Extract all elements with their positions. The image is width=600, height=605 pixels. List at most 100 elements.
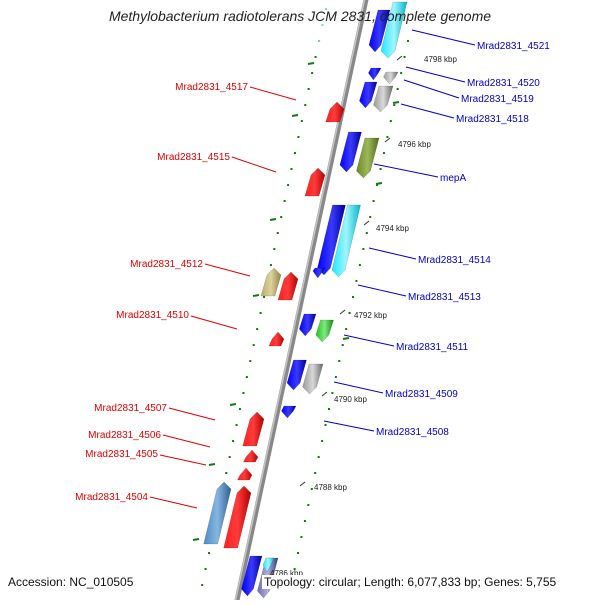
gene-label[interactable]: Mrad2831_4505 <box>85 449 158 460</box>
gene-arrow <box>359 81 378 109</box>
track-dot <box>318 40 321 42</box>
gene-label[interactable]: Mrad2831_4506 <box>88 430 161 441</box>
track-dot <box>201 584 204 586</box>
gene-arrow <box>325 101 345 123</box>
track-dot <box>290 168 293 170</box>
track-dot <box>256 328 259 330</box>
left-gene-labels: Mrad2831_4517 Mrad2831_4515 Mrad2831_451… <box>75 82 248 503</box>
leader-line <box>190 315 238 330</box>
gene-label[interactable]: mepA <box>440 173 466 184</box>
leader-line <box>162 434 211 448</box>
track-dot <box>325 8 327 10</box>
gene-label[interactable]: Mrad2831_4518 <box>456 114 529 125</box>
track-dot <box>259 312 262 314</box>
gene-label[interactable]: Mrad2831_4504 <box>75 492 148 503</box>
track-dot <box>407 40 409 42</box>
gene-label[interactable]: Mrad2831_4513 <box>408 292 481 303</box>
tick-label: 4790 kbp <box>334 395 367 404</box>
gene-label[interactable]: Mrad2831_4508 <box>376 427 449 438</box>
gene-label[interactable]: Mrad2831_4510 <box>116 310 189 321</box>
track-dot <box>355 280 358 282</box>
track-dot <box>225 472 228 474</box>
leader-line <box>403 79 460 99</box>
gene-arrow <box>281 405 297 419</box>
leader-line <box>149 496 198 509</box>
track-dot <box>324 424 327 426</box>
gene-label[interactable]: Mrad2831_4507 <box>94 403 167 414</box>
track-dot <box>386 136 389 138</box>
track-dash <box>269 218 277 221</box>
leader-line <box>231 156 277 173</box>
track-dot <box>245 376 248 378</box>
gene-arrow <box>223 485 252 549</box>
leader-line <box>343 334 395 347</box>
gene-arrow <box>383 71 399 85</box>
track-dot <box>304 104 307 106</box>
track-dot <box>389 120 392 122</box>
gene-label[interactable]: Mrad2831_4515 <box>157 152 230 163</box>
track-dot <box>341 344 344 346</box>
track-dot <box>317 456 320 458</box>
track-dot <box>365 232 368 234</box>
track-dot <box>283 200 286 202</box>
gene-arrow <box>262 557 275 573</box>
gene-label[interactable]: Mrad2831_4520 <box>467 78 540 89</box>
kbp-ticks: 4798 kbp 4796 kbp 4794 kbp 4792 kbp 4790… <box>270 55 457 578</box>
gene-arrow <box>260 267 282 297</box>
gene-arrow <box>237 467 253 481</box>
gene-arrow <box>242 411 265 447</box>
track-dot <box>300 536 303 538</box>
track-dot <box>232 440 235 442</box>
label-leader-lines <box>149 29 476 509</box>
track-dot <box>311 72 314 74</box>
gene-arrow <box>368 9 391 53</box>
genome-title: Methylobacterium radiotolerans JCM 2831,… <box>108 8 492 24</box>
track-dash <box>252 294 260 297</box>
track-dot <box>297 552 300 554</box>
accession-text: Accession: NC_010505 <box>8 575 134 589</box>
gene-label[interactable]: Mrad2831_4512 <box>130 259 203 270</box>
track-dash <box>342 337 350 340</box>
track-dot <box>249 360 252 362</box>
gene-features <box>203 1 408 599</box>
track-dot <box>252 344 255 346</box>
track-dash <box>229 403 237 406</box>
tick-label: 4792 kbp <box>354 311 387 320</box>
track-dot <box>369 216 372 218</box>
track-dash <box>392 101 400 104</box>
track-dot <box>376 184 379 186</box>
track-dot <box>269 264 272 266</box>
track-dot <box>307 504 310 506</box>
track-dot <box>345 328 348 330</box>
leader-line <box>368 247 417 260</box>
gene-label[interactable]: Mrad2831_4521 <box>477 41 550 52</box>
track-dot <box>382 152 385 154</box>
track-dot <box>280 216 283 218</box>
gene-arrow <box>356 137 380 179</box>
leader-line <box>323 420 375 432</box>
gene-label[interactable]: Mrad2831_4517 <box>175 82 248 93</box>
gene-label[interactable]: Mrad2831_4511 <box>396 342 469 353</box>
topology-text: Topology: circular; Length: 6,077,833 bp… <box>262 575 559 589</box>
gene-label[interactable]: Mrad2831_4519 <box>461 94 534 105</box>
track-dot <box>321 24 324 26</box>
gene-arrow <box>243 449 259 463</box>
gene-arrow <box>368 67 382 81</box>
gene-label[interactable]: Mrad2831_4509 <box>385 389 458 400</box>
track-dot <box>372 200 375 202</box>
gene-arrow <box>241 555 263 597</box>
leader-line <box>333 381 384 394</box>
track-dot <box>334 376 337 378</box>
track-dash <box>291 114 299 117</box>
leader-line <box>168 407 216 421</box>
track-dot <box>362 248 365 250</box>
leader-line <box>400 103 455 119</box>
leader-line <box>373 163 439 178</box>
gene-label[interactable]: Mrad2831_4514 <box>418 255 491 266</box>
track-dot <box>314 56 317 58</box>
track-dot <box>293 568 296 570</box>
track-dot <box>358 264 361 266</box>
leader-line <box>249 86 297 101</box>
